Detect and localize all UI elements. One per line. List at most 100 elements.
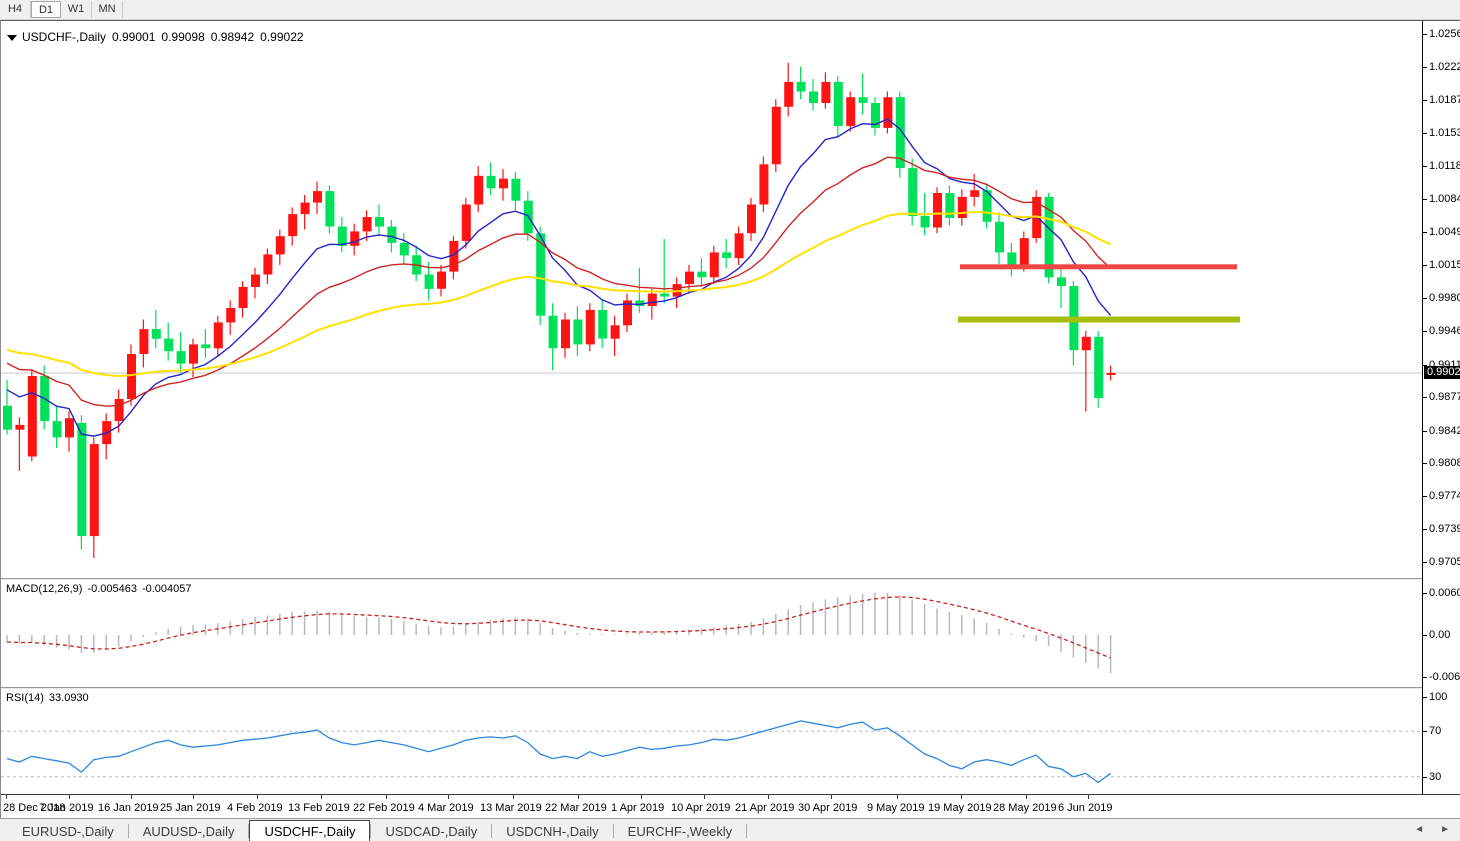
ma-fast-line: [6, 118, 1112, 437]
date-tick-mark: [704, 795, 705, 799]
price-tick-label: 1.00840: [1429, 192, 1460, 205]
date-tick-label: 9 May 2019: [867, 802, 925, 814]
date-tick-mark: [1088, 795, 1089, 799]
date-tick-mark: [69, 795, 70, 799]
rsi-panel-canvas[interactable]: [1, 690, 1422, 814]
axis-tick-mark: [1423, 529, 1427, 531]
axis-tick-mark: [1423, 495, 1427, 497]
date-tick-label: 10 Apr 2019: [671, 802, 731, 814]
price-axis[interactable]: 1.02560 1.02220 1.01870 1.01530 1.01180 1.008…: [1422, 21, 1460, 817]
price-chart-canvas[interactable]: [1, 21, 1422, 558]
legend-symbol: USDCHF-,Daily: [22, 30, 106, 44]
panel-splitter-rsi[interactable]: [1, 687, 1460, 690]
symbol-tabbar: EURUSD-,Daily AUDUSD-,Daily USDCHF-,Daily U…: [0, 818, 1460, 841]
price-tick-label: 1.00490: [1429, 226, 1460, 239]
price-tick-label: 100: [1429, 691, 1448, 703]
last-price-tag: 0.99022: [1424, 366, 1460, 380]
axis-tick-mark: [1423, 561, 1427, 563]
date-tick-mark: [1026, 795, 1027, 799]
symbol-tab-eurchf[interactable]: EURCHF-,Weekly: [627, 824, 733, 839]
axis-tick-mark: [1423, 635, 1427, 636]
price-tick-label: 0.00: [1429, 629, 1451, 641]
axis-tick-mark: [1423, 34, 1427, 35]
macd-histogram: [6, 592, 1112, 674]
chart-window: USDCHF-,Daily 0.99001 0.99098 0.98942 0.9902…: [0, 20, 1460, 818]
date-tick-label: 13 Feb 2019: [288, 802, 350, 814]
axis-tick-mark: [1423, 676, 1427, 678]
rsi-header: RSI(14) 33.0930: [6, 692, 94, 704]
timeframe-button-w1[interactable]: W1: [61, 1, 92, 18]
scroll-right-icon[interactable]: ►: [1440, 824, 1450, 835]
date-tick-label: 25 Jan 2019: [160, 802, 221, 814]
axis-tick-mark: [1423, 166, 1427, 168]
timeframe-button-d1[interactable]: D1: [31, 1, 61, 18]
symbol-tab-usdchf[interactable]: USDCHF-,Daily: [249, 820, 371, 841]
macd-header: MACD(12,26,9) -0.005463 -0.004057: [6, 583, 197, 595]
panel-splitter-macd[interactable]: [1, 578, 1460, 581]
date-tick-label: 4 Feb 2019: [227, 802, 283, 814]
date-tick-label: 19 May 2019: [928, 802, 992, 814]
date-tick-label: 30 Apr 2019: [798, 802, 858, 814]
legend-open: 0.99001: [112, 30, 156, 44]
date-tick-mark: [641, 795, 642, 799]
macd-panel-canvas[interactable]: [1, 581, 1422, 687]
axis-tick-mark: [1423, 430, 1427, 432]
axis-tick-mark: [1423, 100, 1427, 102]
rsi-value: 33.0930: [48, 692, 89, 704]
ma-slow-line: [6, 210, 1112, 378]
date-tick-mark: [257, 795, 258, 799]
date-tick-label: 6 Jun 2019: [1058, 802, 1113, 814]
price-tick-label: 30: [1429, 770, 1442, 783]
symbol-tab-audusd[interactable]: AUDUSD-,Daily: [142, 824, 235, 839]
collapse-triangle-icon[interactable]: [7, 35, 17, 41]
axis-tick-mark: [1423, 331, 1427, 332]
price-tick-label: -0.006011: [1429, 670, 1460, 683]
support-level-line: [958, 316, 1240, 323]
date-tick-mark: [578, 795, 579, 799]
axis-tick-mark: [1423, 697, 1427, 698]
candles-layer: [3, 62, 1116, 558]
date-tick-mark: [897, 795, 898, 799]
rsi-name: RSI(14): [6, 692, 44, 704]
date-tick-label: 13 Mar 2019: [480, 802, 542, 814]
date-tick-mark: [831, 795, 832, 799]
date-tick-mark: [513, 795, 514, 799]
axis-tick-mark: [1423, 132, 1427, 134]
symbol-tab-usdcnh[interactable]: USDCNH-,Daily: [506, 824, 599, 839]
price-tick-label: 1.02560: [1429, 28, 1460, 40]
price-tick-label: 1.01870: [1429, 94, 1460, 107]
legend-high: 0.99098: [161, 30, 205, 44]
tabbar-scroll-buttons: ◄ ►: [1414, 824, 1450, 836]
date-tick-mark: [768, 795, 769, 799]
tab-separator: [127, 824, 129, 838]
timeframe-button-h4[interactable]: H4: [0, 1, 31, 18]
scroll-left-icon[interactable]: ◄: [1414, 824, 1425, 835]
timeframe-toolbar: H4 D1 W1 MN: [0, 0, 1460, 20]
symbol-tab-eurusd[interactable]: EURUSD-,Daily: [22, 824, 114, 839]
rsi-line: [6, 720, 1111, 784]
timeframe-button-mn[interactable]: MN: [92, 1, 123, 18]
axis-tick-mark: [1423, 776, 1427, 778]
legend-low: 0.98942: [210, 30, 255, 44]
date-tick-label: 22 Mar 2019: [545, 802, 607, 814]
date-tick-label: 7 Jan 2019: [39, 802, 94, 814]
macd-signal-value: -0.004057: [141, 583, 192, 595]
axis-tick-mark: [1423, 731, 1427, 733]
date-tick-mark: [386, 795, 387, 799]
price-tick-label: 1.02220: [1429, 60, 1460, 73]
axis-tick-mark: [1423, 364, 1427, 366]
tab-separator: [491, 824, 493, 838]
axis-tick-mark: [1423, 198, 1427, 200]
macd-name: MACD(12,26,9): [6, 583, 83, 595]
date-axis[interactable]: 28 Dec 2018 7 Jan 2019 16 Jan 2019 25 Jan 2…: [1, 794, 1460, 818]
symbol-tab-usdcad[interactable]: USDCAD-,Daily: [385, 824, 478, 839]
date-tick-mark: [6, 795, 7, 799]
